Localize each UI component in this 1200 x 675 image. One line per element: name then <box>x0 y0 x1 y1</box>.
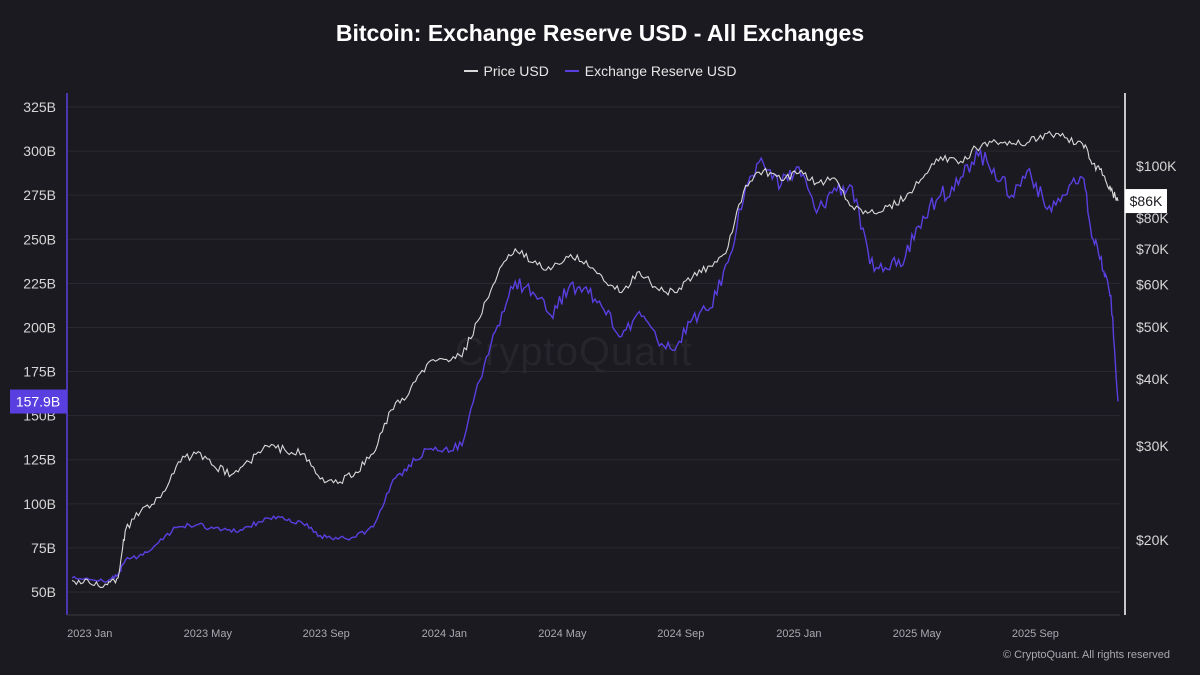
series-line-exchange-reserve <box>71 148 1119 583</box>
y-left-tick-label: 100B <box>23 496 56 512</box>
legend: Price USD Exchange Reserve USD <box>0 59 1200 79</box>
chart-title: Bitcoin: Exchange Reserve USD - All Exch… <box>335 20 865 46</box>
y-left-tick-label: 125B <box>23 452 56 468</box>
y-left-tick-label: 200B <box>23 319 56 335</box>
x-tick-label: 2025 Jan <box>776 628 821 640</box>
y-right-tick-label: $80K <box>1136 210 1169 226</box>
y-left-tick-label: 300B <box>23 143 56 159</box>
legend-swatch-reserve <box>564 70 579 72</box>
y-left-tick-label: 275B <box>23 187 56 203</box>
legend-item-reserve[interactable]: Exchange Reserve USD <box>564 63 737 79</box>
x-tick-label: 2024 Sep <box>657 628 704 640</box>
y-right-tick-label: $20K <box>1136 532 1169 548</box>
legend-item-price[interactable]: Price USD <box>463 63 549 79</box>
legend-label-reserve: Exchange Reserve USD <box>584 63 737 79</box>
y-left-tick-label: 325B <box>23 99 56 115</box>
last-value-label-price: $86K <box>1130 193 1163 209</box>
last-value-label-reserve: 157.9B <box>16 394 60 410</box>
y-left-tick-label: 225B <box>23 275 56 291</box>
series-line-price <box>71 130 1119 589</box>
y-right-tick-label: $40K <box>1136 371 1169 387</box>
y-right-tick-label: $30K <box>1136 438 1169 454</box>
y-left-tick-label: 175B <box>23 364 56 380</box>
x-tick-label: 2025 Sep <box>1012 628 1059 640</box>
y-right-tick-label: $60K <box>1136 277 1169 293</box>
y-right-tick-label: $70K <box>1136 241 1169 257</box>
y-right-tick-label: $50K <box>1136 319 1169 335</box>
y-left-tick-label: 75B <box>31 540 56 556</box>
y-left-tick-label: 250B <box>23 231 56 247</box>
watermark: CryptoQuant <box>455 330 693 374</box>
last-value-box-price <box>1125 189 1167 214</box>
y-left-tick-label: 50B <box>31 584 56 600</box>
y-right-tick-label: $100K <box>1136 158 1177 174</box>
x-tick-label: 2024 May <box>538 628 587 640</box>
legend-label-price: Price USD <box>483 63 549 79</box>
x-tick-label: 2025 May <box>893 628 942 640</box>
x-tick-label: 2024 Jan <box>422 628 467 640</box>
last-value-box-reserve <box>10 389 67 414</box>
legend-swatch-price <box>463 70 478 72</box>
x-tick-label: 2023 Sep <box>303 628 350 640</box>
x-tick-label: 2023 Jan <box>67 628 112 640</box>
x-tick-label: 2023 May <box>184 628 233 640</box>
copyright-footer: © CryptoQuant. All rights reserved <box>1002 649 1170 661</box>
